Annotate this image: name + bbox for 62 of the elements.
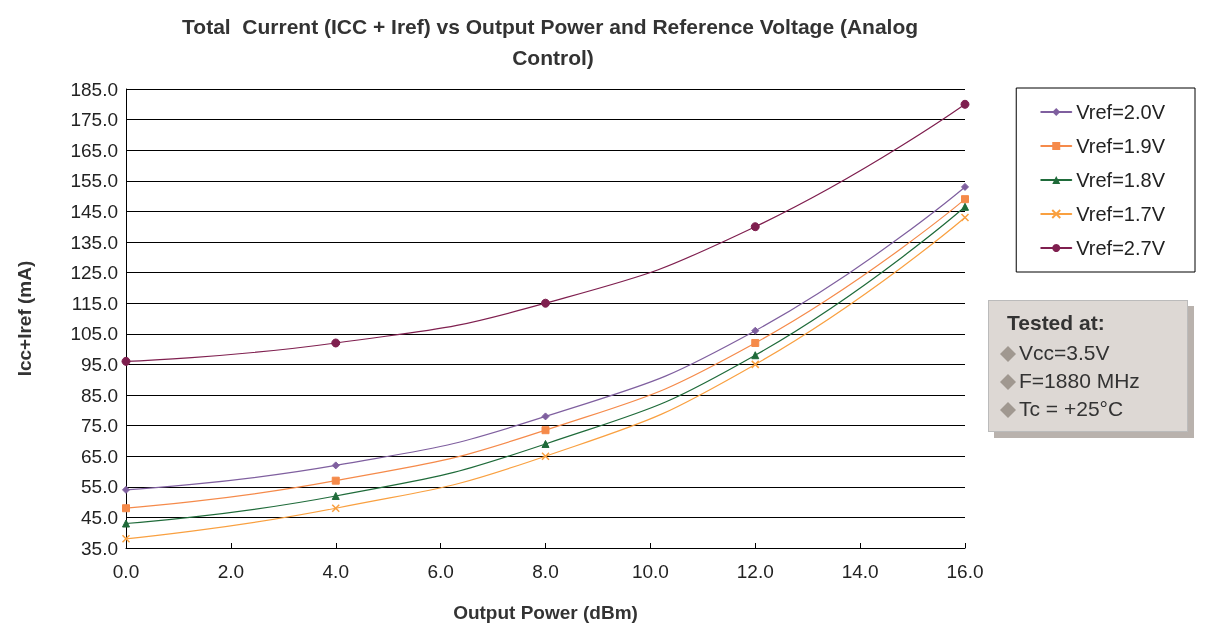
y-tick-label: 85.0 <box>81 384 118 406</box>
y-tick-label: 95.0 <box>81 353 118 375</box>
point <box>961 182 969 191</box>
text: Vcc=3.5V <box>1019 341 1110 365</box>
legend-label: Vref=2.0V <box>1076 101 1166 123</box>
text: F=1880 MHz <box>1019 369 1140 393</box>
x-axis-title: Output Power (dBm) <box>453 602 638 623</box>
x-tick-label: 10.0 <box>631 561 669 582</box>
point <box>121 534 131 544</box>
point <box>961 195 969 204</box>
y-tick-label: 105.0 <box>70 323 118 345</box>
point <box>122 519 130 528</box>
point <box>122 485 130 494</box>
point <box>331 503 340 513</box>
y-tick-label: 45.0 <box>81 506 118 528</box>
legend-label: Vref=1.8V <box>1076 169 1166 191</box>
legend-label: Vref=2.7V <box>1076 237 1166 259</box>
point <box>960 99 970 109</box>
point <box>541 451 550 461</box>
y-tick-label: 175.0 <box>70 109 118 131</box>
y-tick-label: 35.0 <box>81 537 118 559</box>
point <box>122 504 130 513</box>
text: Tc = +25°C <box>1019 397 1124 421</box>
point <box>960 213 970 222</box>
point <box>541 426 550 435</box>
point <box>331 461 340 470</box>
point <box>541 439 550 448</box>
y-tick-label: 65.0 <box>81 445 118 467</box>
y-tick-label: 115.0 <box>71 292 118 314</box>
point <box>961 202 969 211</box>
point <box>751 360 760 369</box>
point <box>121 356 131 366</box>
point <box>541 412 550 421</box>
point <box>541 298 550 308</box>
point <box>751 338 760 347</box>
point <box>331 491 340 500</box>
point <box>750 222 760 232</box>
point <box>751 351 760 360</box>
x-tick-label: 4.0 <box>322 561 349 582</box>
x-tick-label: 14.0 <box>841 561 879 582</box>
text: Tested at: <box>1007 311 1106 335</box>
y-tick-label: 125.0 <box>70 262 118 284</box>
y-axis-title: Icc+Iref (mA) <box>14 260 35 377</box>
y-tick-label: 155.0 <box>70 170 118 192</box>
x-tick-label: 12.0 <box>736 561 774 582</box>
x-tick-label: 8.0 <box>532 561 559 582</box>
y-tick-label: 165.0 <box>70 139 118 161</box>
x-tick-label: 2.0 <box>217 561 245 582</box>
point <box>751 326 760 335</box>
legend-label: Vref=1.9V <box>1076 135 1166 157</box>
x-tick-label: 0.0 <box>112 561 140 582</box>
x-tick-label: 16.0 <box>946 561 984 582</box>
x-tick-label: 6.0 <box>427 561 454 582</box>
y-tick-label: 75.0 <box>81 415 118 437</box>
point <box>331 338 341 348</box>
chart-title: Total Current (ICC + Iref) vs Output Power and Reference Voltage (Analog Control) <box>182 15 924 69</box>
y-tick-label: 185.0 <box>70 78 118 100</box>
y-tick-label: 55.0 <box>81 476 118 498</box>
legend-label: Vref=1.7V <box>1076 203 1166 225</box>
point <box>331 476 340 485</box>
y-tick-label: 145.0 <box>70 200 118 222</box>
y-tick-label: 135.0 <box>70 231 118 253</box>
